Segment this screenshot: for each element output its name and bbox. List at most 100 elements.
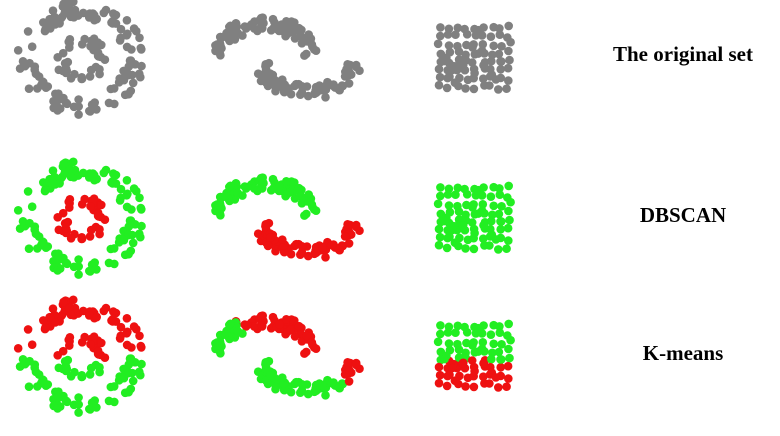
data-point bbox=[489, 41, 499, 51]
data-point bbox=[495, 30, 505, 39]
data-point bbox=[69, 400, 79, 410]
data-point bbox=[86, 340, 95, 349]
data-point bbox=[458, 359, 468, 368]
data-point bbox=[318, 381, 327, 390]
data-point bbox=[496, 65, 506, 74]
data-point bbox=[66, 372, 76, 381]
data-point bbox=[50, 20, 60, 29]
data-point bbox=[85, 266, 94, 276]
data-point bbox=[504, 21, 513, 31]
panel-half-moons-original bbox=[211, 13, 364, 102]
data-point bbox=[302, 33, 311, 43]
data-point bbox=[506, 37, 515, 47]
data-point bbox=[505, 353, 514, 363]
data-point bbox=[494, 85, 503, 94]
data-point bbox=[39, 18, 48, 27]
data-point bbox=[340, 72, 350, 81]
data-point bbox=[66, 12, 76, 22]
data-point bbox=[444, 339, 454, 348]
data-point bbox=[486, 32, 496, 41]
data-point bbox=[442, 381, 452, 391]
data-point bbox=[497, 202, 506, 211]
data-point bbox=[95, 65, 104, 74]
data-point bbox=[136, 232, 145, 242]
data-point bbox=[136, 43, 146, 53]
data-point bbox=[124, 69, 133, 79]
data-point bbox=[90, 98, 99, 107]
data-point bbox=[95, 225, 104, 234]
data-point bbox=[454, 207, 464, 216]
data-point bbox=[494, 347, 504, 357]
data-point bbox=[80, 332, 89, 342]
data-point bbox=[263, 81, 273, 91]
data-point bbox=[124, 367, 133, 377]
data-point bbox=[435, 232, 445, 242]
data-point bbox=[233, 28, 243, 38]
data-point bbox=[74, 255, 83, 264]
data-point bbox=[497, 340, 506, 349]
data-point bbox=[462, 190, 472, 199]
data-point bbox=[477, 46, 487, 55]
data-point bbox=[249, 24, 259, 33]
data-point bbox=[66, 172, 76, 182]
data-point bbox=[479, 61, 488, 70]
data-point bbox=[469, 382, 479, 392]
data-point bbox=[48, 166, 58, 175]
data-point bbox=[443, 190, 453, 199]
data-point bbox=[462, 30, 472, 39]
data-point bbox=[440, 354, 449, 364]
data-point bbox=[61, 396, 71, 406]
data-point bbox=[122, 329, 131, 338]
data-point bbox=[448, 363, 457, 373]
data-point bbox=[458, 61, 468, 70]
data-point bbox=[279, 385, 289, 395]
data-point bbox=[282, 315, 291, 324]
data-point bbox=[303, 251, 313, 261]
panel-concentric-circles-kmeans bbox=[13, 295, 146, 417]
data-point bbox=[135, 193, 144, 203]
data-point bbox=[467, 58, 477, 67]
data-point bbox=[505, 55, 514, 65]
data-point bbox=[25, 58, 34, 68]
data-point bbox=[296, 388, 305, 398]
data-point bbox=[79, 168, 88, 178]
data-point bbox=[24, 382, 34, 392]
data-point bbox=[136, 341, 146, 351]
data-point bbox=[297, 242, 307, 251]
data-point bbox=[491, 373, 501, 382]
data-point bbox=[261, 61, 270, 71]
data-point bbox=[504, 76, 513, 85]
data-point bbox=[450, 376, 460, 386]
data-point bbox=[296, 90, 305, 99]
data-point bbox=[504, 374, 513, 383]
data-point bbox=[477, 206, 487, 215]
data-point bbox=[327, 80, 337, 90]
data-point bbox=[92, 105, 101, 114]
data-point bbox=[256, 173, 266, 183]
data-point bbox=[74, 408, 83, 417]
data-point bbox=[77, 233, 87, 242]
data-point bbox=[136, 72, 145, 82]
data-point bbox=[24, 84, 34, 93]
data-point bbox=[93, 49, 103, 58]
data-point bbox=[122, 15, 132, 25]
data-point bbox=[116, 24, 126, 34]
data-point bbox=[494, 49, 504, 59]
data-point bbox=[92, 14, 101, 24]
data-point bbox=[79, 8, 88, 18]
data-point bbox=[286, 325, 295, 335]
data-point bbox=[77, 73, 87, 82]
data-point bbox=[80, 194, 89, 204]
data-point bbox=[129, 322, 139, 331]
data-point bbox=[93, 347, 103, 356]
data-point bbox=[92, 174, 101, 184]
data-point bbox=[311, 344, 321, 354]
data-point bbox=[122, 314, 132, 323]
data-point bbox=[123, 250, 132, 259]
data-point bbox=[497, 42, 506, 51]
data-point bbox=[502, 84, 511, 93]
data-point bbox=[86, 202, 95, 211]
data-point bbox=[106, 382, 116, 392]
data-point bbox=[97, 200, 106, 210]
data-point bbox=[116, 322, 126, 332]
